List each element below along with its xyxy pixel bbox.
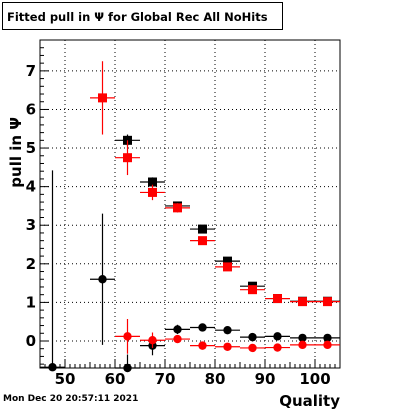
square-marker	[298, 297, 307, 307]
data-point	[115, 140, 140, 176]
x-axis-label: Quality	[279, 392, 340, 409]
circle-marker	[223, 325, 232, 335]
data-point	[290, 333, 315, 343]
circle-marker	[248, 332, 257, 342]
data-point	[115, 318, 140, 354]
data-point	[215, 262, 240, 272]
data-point	[265, 343, 290, 352]
data-point	[140, 184, 165, 201]
plot-frame	[39, 39, 341, 369]
timestamp-footer: Mon Dec 20 20:57:11 2021	[3, 394, 139, 404]
data-point	[290, 340, 315, 350]
data-point	[165, 203, 190, 213]
square-marker	[223, 256, 232, 266]
circle-marker	[123, 363, 132, 373]
square-marker	[273, 294, 282, 304]
square-marker	[223, 262, 232, 272]
x-tick-label: 80	[205, 370, 226, 388]
series-2	[90, 61, 340, 307]
circle-marker	[323, 333, 332, 343]
circle-marker	[298, 340, 307, 350]
data-point	[240, 285, 265, 295]
data-point	[90, 213, 115, 345]
chart-title: Fitted pull in Ψ for Global Rec All NoHi…	[7, 10, 268, 24]
circle-marker	[298, 333, 307, 343]
data-point	[115, 354, 140, 373]
circle-marker	[323, 340, 332, 350]
y-tick-label: 1	[26, 293, 36, 311]
square-marker	[123, 153, 132, 163]
square-marker	[148, 177, 157, 187]
data-point	[190, 236, 215, 246]
x-tick-label: 90	[255, 370, 276, 388]
circle-marker	[248, 343, 257, 353]
y-tick-label: 0	[26, 332, 36, 350]
circle-marker	[223, 342, 232, 351]
circle-marker	[173, 325, 182, 334]
data-point	[315, 297, 340, 307]
data-point	[90, 61, 115, 135]
square-marker	[248, 285, 257, 295]
circle-marker	[198, 323, 207, 332]
square-marker	[98, 93, 107, 103]
series-1	[115, 134, 340, 306]
square-marker	[198, 236, 207, 246]
data-marks	[40, 61, 340, 373]
x-tick-label: 70	[155, 370, 176, 388]
y-tick-label: 4	[26, 178, 36, 196]
grid-lines	[40, 40, 340, 368]
data-point	[190, 323, 215, 332]
data-point	[315, 340, 340, 350]
y-tick-label: 2	[26, 255, 36, 273]
y-tick-label: 6	[26, 100, 36, 118]
data-point	[315, 333, 340, 343]
data-point	[190, 224, 215, 234]
data-point	[265, 332, 290, 341]
data-point	[240, 332, 265, 342]
y-axis-label: pull in Ψ	[7, 117, 25, 188]
square-marker	[148, 187, 157, 197]
y-tick-label: 5	[26, 139, 36, 157]
series-3	[40, 170, 340, 373]
square-marker	[323, 297, 332, 307]
series-4	[115, 318, 340, 354]
chart-title-box: Fitted pull in Ψ for Global Rec All NoHi…	[2, 2, 283, 30]
data-point	[190, 341, 215, 350]
circle-marker	[198, 341, 207, 350]
circle-marker	[48, 363, 57, 372]
x-tick-label: 60	[105, 370, 126, 388]
axis-ticks: 50 60 70 80 90 100 0 1 2 3 4 5 6 7	[26, 39, 341, 388]
circle-marker	[98, 275, 107, 284]
circle-marker	[173, 334, 182, 344]
square-marker	[173, 203, 182, 213]
data-point	[40, 170, 65, 372]
data-point	[265, 294, 290, 304]
data-point	[290, 297, 315, 307]
circle-marker	[273, 332, 282, 341]
data-point	[240, 343, 265, 353]
circle-marker	[148, 336, 157, 345]
circle-marker	[273, 343, 282, 352]
y-tick-label: 7	[26, 62, 36, 80]
data-point	[215, 325, 240, 335]
y-tick-label: 3	[26, 216, 36, 234]
square-marker	[198, 224, 207, 234]
data-point	[140, 332, 165, 348]
x-tick-label: 100	[299, 370, 330, 388]
data-point	[165, 334, 190, 344]
data-point	[215, 342, 240, 351]
data-point	[165, 324, 190, 335]
circle-marker	[123, 332, 132, 341]
x-tick-label: 50	[55, 370, 76, 388]
